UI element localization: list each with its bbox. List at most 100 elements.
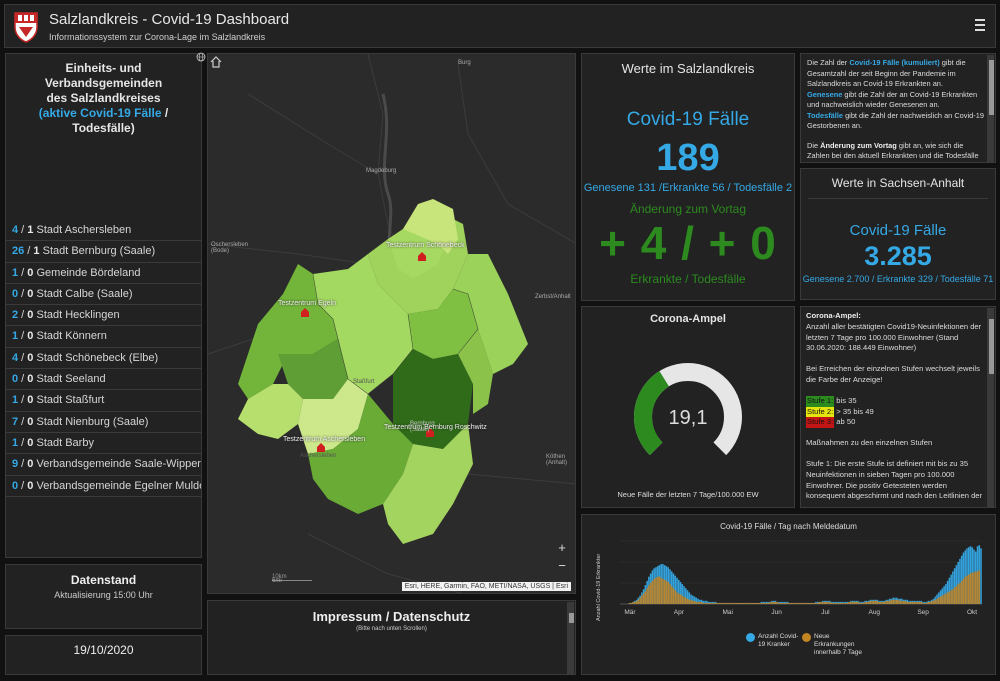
chart-bar [899, 600, 901, 604]
gemeinde-item[interactable]: 7 / 0 Stadt Nienburg (Saale) [6, 412, 201, 433]
gemeinde-item[interactable]: 0 / 0 Stadt Calbe (Saale) [6, 284, 201, 306]
place-testzentrum-aschersleben[interactable]: Testzentrum Aschersleben [283, 436, 366, 443]
impressum-scrollbar[interactable] [567, 602, 574, 674]
chart-bar [781, 602, 784, 604]
chart-bar [931, 600, 933, 604]
chart-bar [953, 587, 956, 604]
st-cases-count: 3.285 [864, 241, 932, 271]
gemeinde-item[interactable]: 4 / 0 Stadt Schönebeck (Elbe) [6, 348, 201, 370]
menu-icon[interactable] [973, 16, 987, 36]
chart-bar [808, 602, 810, 604]
gemeinde-item[interactable]: 2 / 0 Stadt Hecklingen [6, 305, 201, 327]
chart-bar [750, 602, 752, 604]
chart-bar [841, 602, 843, 604]
map-label-stassfurt: Staßfurt [353, 379, 375, 385]
map-canvas[interactable] [208, 54, 576, 594]
chart-bar [973, 572, 975, 604]
gemeinde-item[interactable]: 1 / 0 Stadt Könnern [6, 326, 201, 348]
chart-bar [801, 602, 803, 604]
chart-bar [802, 602, 805, 604]
chart-bar [816, 602, 819, 604]
chart-bar [908, 601, 910, 604]
chart-bar [697, 601, 699, 604]
region-bernburg [393, 349, 473, 449]
ampel-text-scrollbar[interactable] [987, 308, 994, 507]
chart-bar [785, 602, 787, 604]
gemeinde-item[interactable]: 1 / 0 Gemeinde Bördeland [6, 263, 201, 284]
chart-bar [822, 601, 824, 604]
chart-bar [685, 588, 687, 604]
chart-bar [693, 596, 696, 604]
chart-bar [771, 601, 773, 604]
chart-bar [706, 602, 708, 604]
legend-dot-active [746, 633, 755, 642]
chart-bar [797, 602, 800, 604]
gemeinde-item[interactable]: 0 / 0 Verbandsgemeinde Egelner Mulde [6, 476, 201, 497]
impressum-scroll-thumb[interactable] [569, 613, 574, 623]
chart-bar [815, 602, 817, 604]
home-icon[interactable] [208, 54, 224, 70]
impressum-hint: (Bitte nach unten Scrollen) [356, 626, 427, 632]
info-scroll-thumb[interactable] [989, 60, 994, 115]
map-view[interactable]: Burg Magdeburg Oschersleben (Bode) Zerbs… [207, 53, 576, 594]
chart-bar [723, 602, 726, 604]
chart-bar [916, 601, 919, 604]
gemeinde-item[interactable]: 26 / 1 Stadt Bernburg (Saale) [6, 241, 201, 263]
chart-bar [655, 577, 657, 604]
chart-bar [686, 598, 689, 604]
chart-bar [648, 585, 650, 604]
chart-bar [751, 602, 754, 604]
place-testzentrum-egeln[interactable]: Testzentrum Egeln [278, 300, 336, 307]
chart-bar [692, 600, 694, 604]
chart-bar [767, 602, 770, 604]
impressum-panel[interactable]: Impressum / Datenschutz (Bitte nach unte… [207, 600, 576, 675]
chart-bar [960, 555, 963, 604]
place-testzentrum-bernburg[interactable]: Testzentrum Bernburg Roschwitz [384, 424, 487, 431]
chart-bar [927, 601, 930, 604]
ampel-title: Corona-Ampel [650, 313, 726, 325]
zoom-in-button[interactable]: + [553, 539, 571, 557]
chart-bar [876, 600, 879, 604]
chart-bar [793, 602, 796, 604]
chart-bar [783, 602, 785, 604]
gemeinde-item[interactable]: 1 / 0 Stadt Staßfurt [6, 390, 201, 412]
ampel-text-heading: Corona-Ampel: [806, 311, 861, 320]
chart-bar [779, 602, 782, 604]
chart-bar [924, 602, 926, 604]
slk-cases-count: 189 [656, 137, 720, 179]
chart-bar [888, 600, 891, 604]
chart-bar [762, 602, 764, 604]
chart-bar [702, 600, 705, 604]
map-label-koethen: Köthen (Anhalt) [546, 454, 568, 466]
chart-bar [901, 600, 903, 604]
zoom-out-button[interactable]: − [553, 557, 571, 575]
ampel-text-scroll-thumb[interactable] [989, 319, 994, 374]
gemeinde-item[interactable]: 4 / 1 Stadt Aschersleben [6, 220, 201, 242]
chart-bar [887, 600, 889, 604]
chart-bar [906, 599, 908, 604]
chart-bar [757, 602, 759, 604]
gemeinde-item[interactable]: 0 / 0 Stadt Seeland [6, 369, 201, 391]
place-testzentrum-schoenebeck[interactable]: Testzentrum Schönebeck [386, 242, 465, 249]
chart-bar [885, 600, 887, 604]
chart-bar [693, 600, 696, 604]
ampel-text-panel[interactable]: Corona-Ampel: Anzahl aller bestätigten C… [800, 306, 996, 508]
gemeinde-item[interactable]: 1 / 0 Stadt Barby [6, 433, 201, 455]
app-header: Salzlandkreis - Covid-19 Dashboard Infor… [4, 4, 996, 48]
map-attribution: Esri, HERE, Garmin, FAO, METI/NASA, USGS… [401, 582, 571, 591]
globe-icon[interactable] [196, 52, 206, 62]
corona-ampel-panel: Corona-Ampel 19,1 Neue Fälle der letzten… [581, 306, 795, 508]
scale-bar: 10km [272, 574, 312, 581]
chart-bar [948, 577, 951, 604]
info-text-panel[interactable]: Die Zahl der Covid-19 Fälle (kumuliert) … [800, 53, 996, 163]
chart-bar [823, 601, 826, 604]
region-calbe [408, 289, 478, 359]
chart-bar [713, 602, 715, 604]
chart-bar [692, 595, 694, 604]
chart-bar [855, 601, 858, 604]
chart-bar [909, 601, 912, 604]
chart-bar [642, 593, 645, 604]
divider [808, 198, 988, 199]
gemeinde-item[interactable]: 9 / 0 Verbandsgemeinde Saale-Wipper [6, 454, 201, 476]
chart-bar [746, 602, 749, 604]
